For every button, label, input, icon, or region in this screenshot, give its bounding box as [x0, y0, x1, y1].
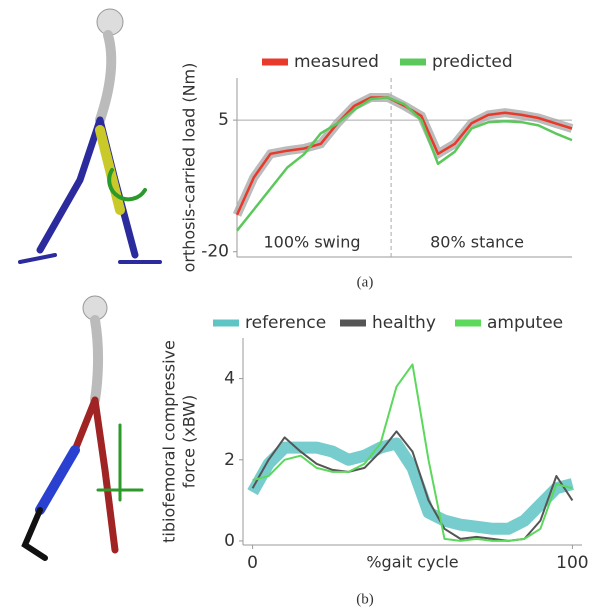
y-axis-label: force (xBW)	[180, 395, 199, 489]
annotation: 100% swing	[264, 233, 361, 252]
y-axis-label: orthosis-carried load (Nm)	[180, 63, 199, 273]
annotation: 80% stance	[430, 233, 524, 252]
figure: -20 5 orthosis-carried load (Nm) 100% swing…	[0, 0, 604, 612]
skeleton-orthosis	[20, 9, 160, 262]
caption: (a)	[357, 274, 374, 290]
y-tick-label: 0	[224, 531, 235, 551]
y-axis-label: tibiofemoral compressive	[160, 340, 179, 543]
skeleton-prosthesis	[25, 296, 142, 558]
caption: (b)	[356, 591, 374, 607]
legend-label: measured	[294, 52, 379, 72]
legend-label: amputee	[487, 313, 563, 333]
y-tick-label: 2	[224, 450, 235, 470]
legend-label: reference	[245, 313, 326, 333]
series-line	[237, 98, 572, 215]
x-axis-label: %gait cycle	[366, 553, 458, 572]
y-tick-label: -20	[201, 242, 229, 262]
y-tick-label: 4	[224, 369, 235, 389]
legend-label: predicted	[432, 52, 513, 72]
x-tick-label: 0	[247, 553, 258, 573]
y-tick-label: 5	[218, 110, 229, 130]
x-tick-label: 100	[556, 553, 588, 573]
legend-label: healthy	[372, 313, 436, 333]
